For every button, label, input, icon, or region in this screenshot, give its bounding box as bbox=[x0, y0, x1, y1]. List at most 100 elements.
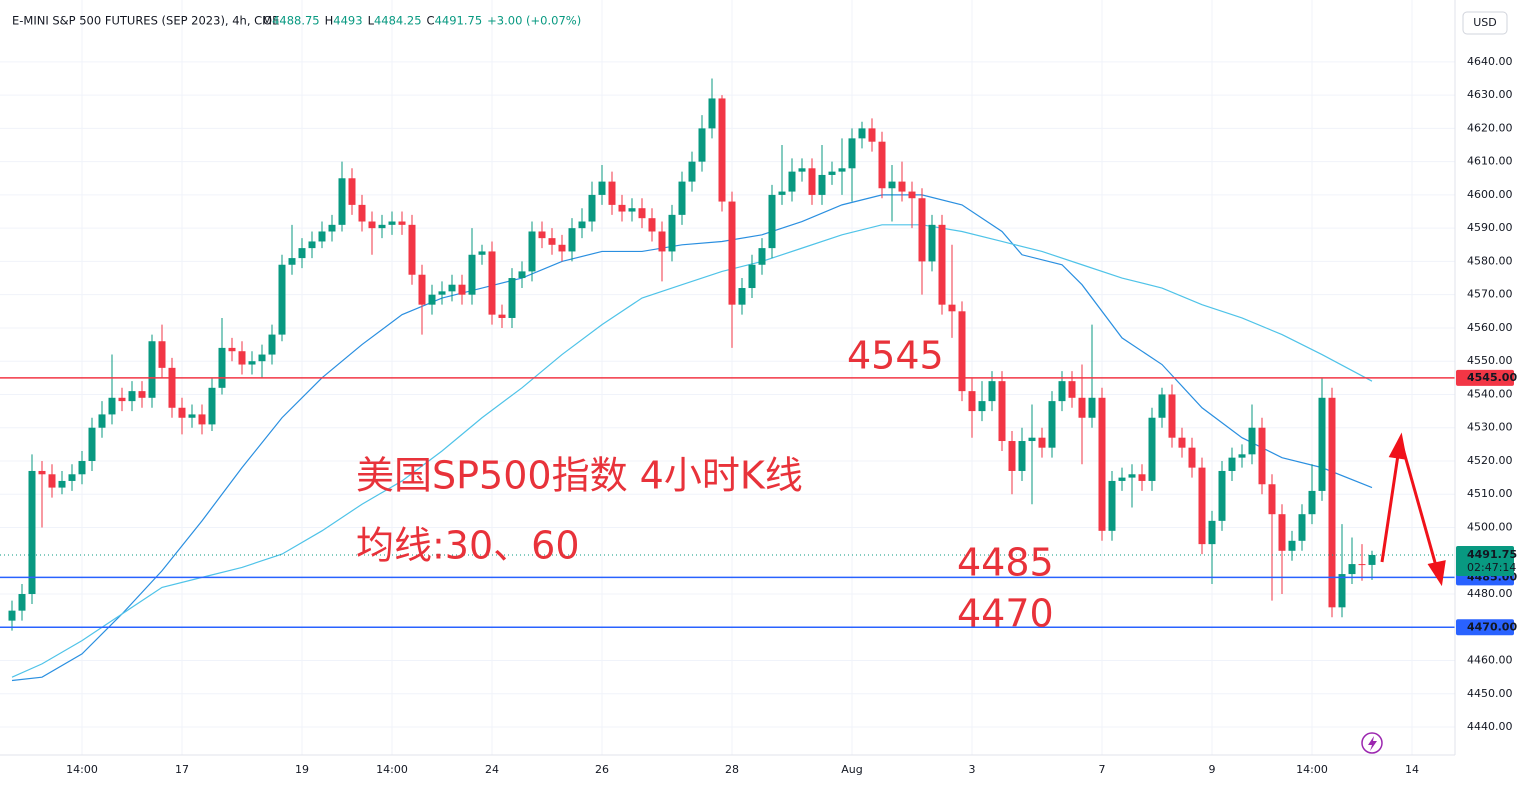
candle-body bbox=[1328, 397, 1336, 608]
candle-body bbox=[1298, 514, 1306, 541]
alert-icon[interactable] bbox=[1361, 732, 1383, 754]
candle-body bbox=[98, 414, 106, 428]
y-tick-label: 4510.00 bbox=[1467, 487, 1513, 500]
candle-body bbox=[58, 480, 66, 488]
candle-body bbox=[1228, 457, 1236, 471]
candle-body bbox=[568, 228, 576, 252]
candle-body bbox=[1368, 554, 1376, 565]
candle-body bbox=[348, 178, 356, 205]
y-tick-label: 4550.00 bbox=[1467, 354, 1513, 367]
candle-body bbox=[1118, 477, 1126, 481]
x-tick-label: 28 bbox=[725, 763, 739, 776]
candle-body bbox=[1278, 514, 1286, 551]
candle-body bbox=[148, 341, 156, 398]
arrow-line bbox=[1400, 444, 1438, 567]
candle-body bbox=[1268, 484, 1276, 515]
candle-body bbox=[758, 248, 766, 265]
marks bbox=[0, 78, 1455, 682]
candle-body bbox=[948, 304, 956, 312]
annotation: 美国SP500指数 4小时K线 bbox=[356, 454, 803, 498]
candle-body bbox=[698, 128, 706, 162]
currency: USD bbox=[1473, 16, 1497, 29]
candle-body bbox=[128, 391, 136, 402]
price-level-tag bbox=[1456, 619, 1514, 636]
candle-body bbox=[118, 397, 126, 402]
candle-body bbox=[1178, 437, 1186, 448]
candle-body bbox=[218, 347, 226, 388]
candle-body bbox=[1338, 574, 1346, 608]
candle-body bbox=[628, 208, 636, 212]
candle-body bbox=[248, 361, 256, 365]
candle-body bbox=[938, 224, 946, 305]
candle-body bbox=[658, 231, 666, 252]
candle-body bbox=[958, 311, 966, 392]
candle-body bbox=[1028, 437, 1036, 442]
candle-body bbox=[908, 191, 916, 199]
ohlc-key: C bbox=[427, 14, 435, 28]
x-tick-label: 3 bbox=[969, 763, 976, 776]
candle-body bbox=[1348, 564, 1356, 575]
x-tick-label: 14:00 bbox=[376, 763, 408, 776]
candle-body bbox=[1288, 540, 1296, 551]
candle-body bbox=[398, 221, 406, 225]
y-tick-label: 4480.00 bbox=[1467, 587, 1513, 600]
candle-body bbox=[138, 391, 146, 398]
candle-body bbox=[308, 241, 316, 249]
candle-body bbox=[478, 251, 486, 255]
candle-body bbox=[708, 98, 716, 129]
candle-body bbox=[328, 224, 336, 232]
candle-body bbox=[638, 208, 646, 219]
alert-bolt[interactable] bbox=[1368, 736, 1377, 751]
annotation: 4470 bbox=[957, 592, 1054, 636]
currency-box[interactable] bbox=[1462, 11, 1508, 35]
candle-body bbox=[418, 274, 426, 305]
candle-body bbox=[338, 178, 346, 225]
candle-body bbox=[1208, 520, 1216, 545]
candle-body bbox=[1008, 441, 1016, 471]
candle-body bbox=[168, 367, 176, 408]
axis-labels: 4440.00 4450.00 4460.00 4480.00 4500.00 4510.… bbox=[66, 55, 1517, 776]
x-tick-label: 14:00 bbox=[66, 763, 98, 776]
candle-body bbox=[1108, 480, 1116, 531]
candle-body bbox=[818, 174, 826, 195]
y-tick-label: 4450.00 bbox=[1467, 687, 1513, 700]
candle-body bbox=[368, 221, 376, 229]
candle-body bbox=[1038, 437, 1046, 448]
annotation: 4485 bbox=[957, 541, 1054, 585]
candle-body bbox=[1308, 490, 1316, 515]
y-tick-label: 4540.00 bbox=[1467, 387, 1513, 400]
candle-body bbox=[978, 401, 986, 412]
candle-body bbox=[1318, 397, 1326, 491]
chart-title: E-MINI S&P 500 FUTURES (SEP 2023), 4h, C… bbox=[12, 14, 279, 28]
candle-body bbox=[688, 161, 696, 182]
candle-body bbox=[1158, 394, 1166, 418]
candle-body bbox=[188, 414, 196, 418]
ohlc-value: 4484.25 bbox=[374, 14, 422, 28]
candle-body bbox=[1138, 474, 1146, 481]
y-tick-label: 4440.00 bbox=[1467, 720, 1513, 733]
arrow-annotation bbox=[1380, 432, 1446, 587]
candle-body bbox=[1058, 381, 1066, 402]
candle-body bbox=[738, 288, 746, 305]
alert-circle[interactable] bbox=[1361, 732, 1383, 754]
candle-body bbox=[268, 334, 276, 355]
candle-body bbox=[358, 204, 366, 222]
candle-body bbox=[1238, 454, 1246, 458]
candle-body bbox=[598, 181, 606, 195]
candle-body bbox=[858, 128, 866, 139]
candle-body bbox=[388, 221, 396, 225]
candle-body bbox=[8, 610, 16, 621]
candle-body bbox=[1198, 467, 1206, 545]
annotation: 4545 bbox=[847, 334, 944, 378]
y-tick-label: 4610.00 bbox=[1467, 155, 1513, 168]
candle-body bbox=[178, 407, 186, 418]
y-tick-label: 4500.00 bbox=[1467, 521, 1513, 534]
moving-average bbox=[11, 194, 1373, 682]
candle-body bbox=[1088, 397, 1096, 418]
candle-body bbox=[1068, 381, 1076, 398]
ohlc-value: 4488.75 bbox=[272, 14, 320, 28]
y-tick-label: 4460.00 bbox=[1467, 654, 1513, 667]
candle-body bbox=[988, 381, 996, 402]
